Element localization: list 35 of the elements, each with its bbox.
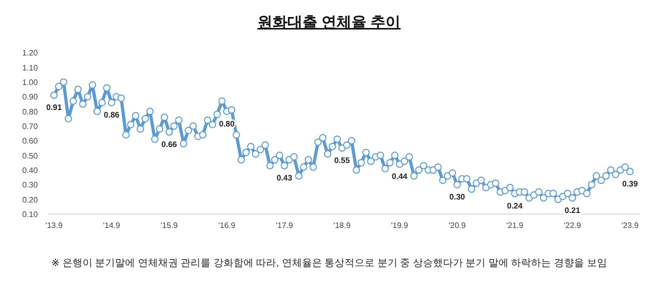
text: ※ 은행이 분기말에 연체채권 관리를 강화함에 따라, 연체율은 통상적으로 분기 중 상승했다가 분기 말에 하락하는 경향을 보임: [51, 258, 607, 269]
data-label: 0.66: [161, 140, 178, 149]
chart-title: 원화대출 연체율 추이: [257, 14, 401, 31]
y-tick-label: 0.20: [22, 195, 38, 204]
data-label: 0.30: [449, 192, 466, 202]
y-tick-label: 0.40: [22, 166, 38, 176]
x-tick-label: '15.9: [160, 221, 178, 230]
data-label: 0.86: [104, 110, 120, 120]
data-label: 0.91: [46, 103, 62, 112]
x-tick-label: '13.9: [45, 221, 64, 230]
y-tick-label: 1.00: [22, 78, 38, 88]
x-tick-label: '21.9: [506, 221, 524, 230]
y-tick-label: 0.30: [22, 180, 38, 190]
x-tick-label: '17.9: [276, 221, 294, 230]
y-tick-label: 0.10: [22, 210, 38, 219]
data-label: 0.55: [334, 156, 350, 166]
y-tick-label: 1.20: [22, 48, 38, 58]
data-label: 0.43: [276, 174, 293, 183]
x-tick-label: '23.9: [621, 221, 640, 230]
x-tick-label: '14.9: [103, 221, 121, 230]
y-tick-label: 1.10: [22, 63, 38, 72]
x-tick-label: '18.9: [333, 221, 352, 230]
x-tick-label: '20.9: [448, 221, 466, 230]
y-tick-label: 0.90: [22, 92, 38, 102]
x-tick-label: '19.9: [391, 221, 409, 230]
y-tick-label: 0.60: [22, 136, 38, 146]
y-tick-label: 0.50: [22, 151, 38, 160]
x-tick-label: '22.9: [564, 221, 582, 230]
data-label: 0.24: [507, 201, 524, 210]
y-tick-label: 0.80: [22, 107, 38, 116]
x-tick-label: '16.9: [218, 221, 236, 230]
data-label: 0.39: [622, 179, 638, 188]
data-label: 0.44: [392, 172, 408, 182]
data-label: 0.21: [564, 206, 581, 215]
y-tick-label: 0.70: [22, 122, 38, 132]
